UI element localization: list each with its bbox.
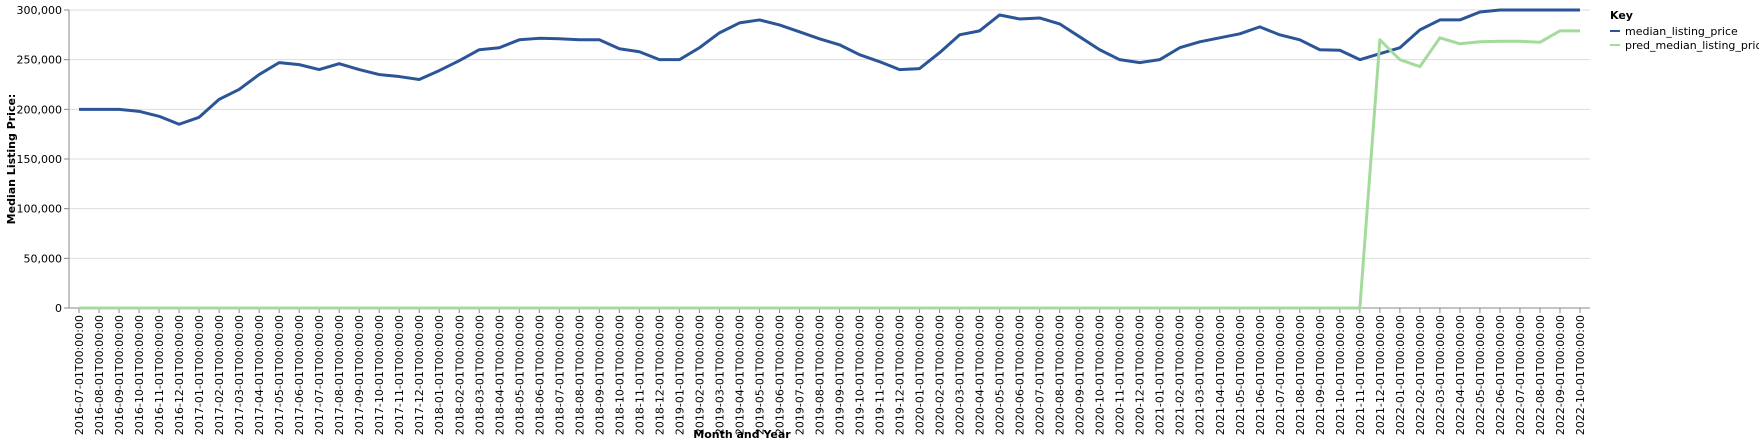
- x-tick-label: 2017-04-01T00:00:00: [253, 315, 266, 435]
- x-tick-label: 2018-01-01T00:00:00: [433, 315, 446, 435]
- x-tick-label: 2019-04-01T00:00:00: [733, 315, 746, 435]
- x-tick-label: 2017-12-01T00:00:00: [413, 315, 426, 435]
- x-tick-label: 2017-08-01T00:00:00: [333, 315, 346, 435]
- x-tick-label: 2020-04-01T00:00:00: [974, 315, 987, 435]
- x-tick-label: 2016-09-01T00:00:00: [113, 315, 126, 435]
- x-tick-label: 2018-04-01T00:00:00: [493, 315, 506, 435]
- x-tick-label: 2022-06-01T00:00:00: [1494, 315, 1507, 435]
- x-tick-label: 2018-11-01T00:00:00: [633, 315, 646, 435]
- x-tick-label: 2019-08-01T00:00:00: [813, 315, 826, 435]
- x-tick-label: 2021-08-01T00:00:00: [1294, 315, 1307, 435]
- x-tick-label: 2018-08-01T00:00:00: [573, 315, 586, 435]
- x-tick-label: 2022-01-01T00:00:00: [1394, 315, 1407, 435]
- x-tick-label: 2019-09-01T00:00:00: [834, 315, 847, 435]
- x-tick-label: 2018-06-01T00:00:00: [533, 315, 546, 435]
- x-tick-label: 2019-07-01T00:00:00: [793, 315, 806, 435]
- x-tick-label: 2020-01-01T00:00:00: [914, 315, 927, 435]
- x-tick-label: 2017-11-01T00:00:00: [393, 315, 406, 435]
- x-tick-label: 2020-08-01T00:00:00: [1054, 315, 1067, 435]
- x-tick-label: 2020-11-01T00:00:00: [1114, 315, 1127, 435]
- x-tick-label: 2020-03-01T00:00:00: [954, 315, 967, 435]
- x-tick-label: 2016-08-01T00:00:00: [93, 315, 106, 435]
- x-tick-label: 2017-06-01T00:00:00: [293, 315, 306, 435]
- y-tick-label: 50,000: [24, 252, 63, 265]
- x-tick-label: 2018-09-01T00:00:00: [593, 315, 606, 435]
- x-tick-label: 2016-07-01T00:00:00: [73, 315, 86, 435]
- x-tick-label: 2016-10-01T00:00:00: [133, 315, 146, 435]
- x-tick-label: 2022-05-01T00:00:00: [1474, 315, 1487, 435]
- y-tick-label: 0: [55, 302, 62, 315]
- x-tick-label: 2021-07-01T00:00:00: [1274, 315, 1287, 435]
- x-tick-label: 2018-12-01T00:00:00: [653, 315, 666, 435]
- x-tick-label: 2020-12-01T00:00:00: [1134, 315, 1147, 435]
- x-tick-label: 2021-01-01T00:00:00: [1154, 315, 1167, 435]
- x-tick-label: 2022-09-01T00:00:00: [1554, 315, 1567, 435]
- legend-title: Key: [1610, 9, 1633, 22]
- x-tick-label: 2020-07-01T00:00:00: [1034, 315, 1047, 435]
- x-tick-label: 2017-07-01T00:00:00: [313, 315, 326, 435]
- x-tick-label: 2018-07-01T00:00:00: [553, 315, 566, 435]
- x-tick-label: 2016-11-01T00:00:00: [153, 315, 166, 435]
- x-axis-title: Month and Year: [693, 428, 791, 441]
- y-tick-label: 150,000: [17, 153, 63, 166]
- x-tick-label: 2021-10-01T00:00:00: [1334, 315, 1347, 435]
- x-tick-label: 2017-03-01T00:00:00: [233, 315, 246, 435]
- x-tick-label: 2021-12-01T00:00:00: [1374, 315, 1387, 435]
- y-tick-label: 300,000: [17, 4, 63, 17]
- x-tick-label: 2019-01-01T00:00:00: [673, 315, 686, 435]
- y-tick-label: 100,000: [17, 203, 63, 216]
- series-line: [79, 29, 1580, 310]
- x-tick-label: 2022-03-01T00:00:00: [1434, 315, 1447, 435]
- y-axis-title: Median Listing Price:: [5, 94, 18, 225]
- x-tick-label: 2020-09-01T00:00:00: [1074, 315, 1087, 435]
- x-tick-label: 2019-03-01T00:00:00: [713, 315, 726, 435]
- x-tick-label: 2022-10-01T00:00:00: [1574, 315, 1587, 435]
- x-tick-label: 2021-05-01T00:00:00: [1234, 315, 1247, 435]
- x-tick-label: 2017-01-01T00:00:00: [193, 315, 206, 435]
- series-line: [79, 8, 1580, 126]
- x-tick-label: 2019-06-01T00:00:00: [773, 315, 786, 435]
- x-tick-label: 2022-08-01T00:00:00: [1534, 315, 1547, 435]
- y-tick-label: 200,000: [17, 103, 63, 116]
- x-tick-label: 2018-05-01T00:00:00: [513, 315, 526, 435]
- y-tick-label: 250,000: [17, 54, 63, 67]
- x-tick-label: 2020-10-01T00:00:00: [1094, 315, 1107, 435]
- x-tick-label: 2018-10-01T00:00:00: [613, 315, 626, 435]
- x-tick-label: 2020-02-01T00:00:00: [934, 315, 947, 435]
- x-tick-label: 2017-05-01T00:00:00: [273, 315, 286, 435]
- x-tick-label: 2021-04-01T00:00:00: [1214, 315, 1227, 435]
- x-tick-label: 2019-02-01T00:00:00: [693, 315, 706, 435]
- x-tick-label: 2021-11-01T00:00:00: [1354, 315, 1367, 435]
- x-tick-label: 2022-07-01T00:00:00: [1514, 315, 1527, 435]
- x-tick-label: 2022-04-01T00:00:00: [1454, 315, 1467, 435]
- x-tick-label: 2021-09-01T00:00:00: [1314, 315, 1327, 435]
- legend-label: pred_median_listing_price: [1625, 39, 1759, 52]
- x-tick-label: 2020-05-01T00:00:00: [994, 315, 1007, 435]
- x-tick-label: 2019-05-01T00:00:00: [753, 315, 766, 435]
- legend-label: median_listing_price: [1625, 25, 1738, 38]
- x-tick-label: 2021-03-01T00:00:00: [1194, 315, 1207, 435]
- x-tick-label: 2019-11-01T00:00:00: [874, 315, 887, 435]
- x-tick-label: 2019-12-01T00:00:00: [894, 315, 907, 435]
- x-tick-label: 2017-02-01T00:00:00: [213, 315, 226, 435]
- x-tick-label: 2016-12-01T00:00:00: [173, 315, 186, 435]
- x-tick-label: 2021-02-01T00:00:00: [1174, 315, 1187, 435]
- x-tick-label: 2021-06-01T00:00:00: [1254, 315, 1267, 435]
- x-tick-label: 2018-02-01T00:00:00: [453, 315, 466, 435]
- x-tick-label: 2020-06-01T00:00:00: [1014, 315, 1027, 435]
- x-tick-label: 2022-02-01T00:00:00: [1414, 315, 1427, 435]
- x-tick-label: 2018-03-01T00:00:00: [473, 315, 486, 435]
- x-tick-label: 2017-09-01T00:00:00: [353, 315, 366, 435]
- x-tick-label: 2017-10-01T00:00:00: [373, 315, 386, 435]
- x-tick-label: 2019-10-01T00:00:00: [854, 315, 867, 435]
